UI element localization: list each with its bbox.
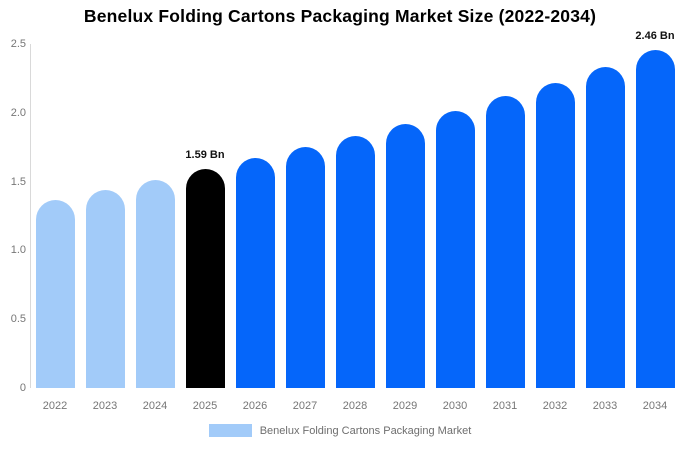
value-label-2034: 2.46 Bn xyxy=(635,29,675,42)
y-tick-label-0: 0 xyxy=(19,382,26,394)
bar-2027 xyxy=(285,147,325,388)
y-tick-label-2.5: 2.5 xyxy=(10,38,26,50)
x-tick-label-2024: 2024 xyxy=(142,400,168,412)
bar-2032 xyxy=(535,82,575,388)
bar-2033 xyxy=(585,67,625,388)
x-tick-label-2026: 2026 xyxy=(242,400,268,412)
value-label-2025: 1.59 Bn xyxy=(185,149,225,162)
chart-title: Benelux Folding Cartons Packaging Market… xyxy=(83,6,597,26)
bar-2026 xyxy=(235,158,275,388)
bar-2034 xyxy=(635,49,675,388)
x-tick-label-2022: 2022 xyxy=(42,400,68,412)
bar-2028 xyxy=(335,136,375,388)
x-tick-label-2032: 2032 xyxy=(542,400,568,412)
legend-swatch[interactable] xyxy=(208,424,252,437)
x-tick-label-2034: 2034 xyxy=(642,400,668,412)
y-tick-label-0.5: 0.5 xyxy=(10,313,26,326)
x-tick-label-2030: 2030 xyxy=(442,400,468,412)
legend: Benelux Folding Cartons Packaging Market xyxy=(0,424,680,437)
bar-2025 xyxy=(185,169,225,388)
x-tick-label-2031: 2031 xyxy=(492,400,518,412)
y-tick-label-2.0: 2.0 xyxy=(10,106,26,119)
x-tick-label-2028: 2028 xyxy=(342,400,368,412)
y-tick-label-1.0: 1.0 xyxy=(10,244,26,257)
x-tick-label-2025: 2025 xyxy=(192,400,218,412)
y-axis-line xyxy=(30,44,31,388)
bar-2023 xyxy=(85,189,125,388)
bar-2022 xyxy=(35,199,75,388)
y-tick-label-1.5: 1.5 xyxy=(10,175,26,188)
bar-2029 xyxy=(385,123,425,388)
x-tick-label-2029: 2029 xyxy=(392,400,418,412)
legend-label[interactable]: Benelux Folding Cartons Packaging Market xyxy=(259,424,472,437)
bar-2024 xyxy=(135,180,175,388)
x-tick-label-2023: 2023 xyxy=(92,400,118,412)
bar-2031 xyxy=(485,96,525,388)
bar-2030 xyxy=(435,111,475,388)
x-tick-label-2027: 2027 xyxy=(292,400,318,412)
x-tick-label-2033: 2033 xyxy=(592,400,618,412)
